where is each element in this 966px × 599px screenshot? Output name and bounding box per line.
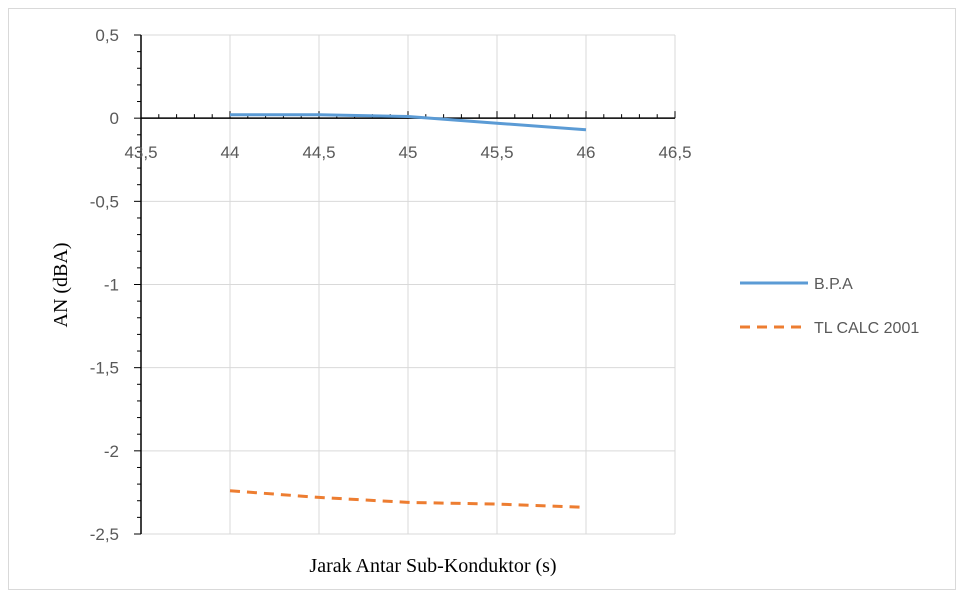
- y-tick-label: -1,5: [90, 359, 119, 378]
- x-tick-label: 45,5: [480, 143, 513, 162]
- series-layer: [229, 113, 587, 509]
- grid-layer: [140, 34, 676, 535]
- x-tick-label: 45: [399, 143, 418, 162]
- y-tick-label: -2: [104, 442, 119, 461]
- y-tick-label: 0,5: [95, 26, 119, 45]
- x-tick-label: 44: [221, 143, 240, 162]
- y-tick-label: 0: [110, 109, 119, 128]
- legend-label-tl-calc: TL CALC 2001: [814, 320, 919, 337]
- x-tick-label: 46,5: [658, 143, 691, 162]
- tick-labels: 0,5 0 -0,5 -1 -1,5 -2 -2,5 43,5 44 44,5 45 45,5 46 46…: [90, 26, 692, 544]
- legend-item-bpa: B.P.A: [740, 276, 853, 293]
- y-axis-title: AN (dBA): [50, 243, 72, 328]
- series-line-0: [230, 113, 587, 132]
- x-axis-title: Jarak Antar Sub-Konduktor (s): [309, 555, 556, 577]
- legend-item-tl-calc: TL CALC 2001: [740, 320, 919, 337]
- legend-label-bpa: B.P.A: [814, 276, 853, 293]
- axes-layer: [134, 34, 676, 535]
- y-tick-label: -2,5: [90, 525, 119, 544]
- y-tick-label: -1: [104, 276, 119, 295]
- series-line-1: [229, 489, 587, 509]
- y-tick-label: -0,5: [90, 192, 119, 211]
- x-tick-label: 43,5: [124, 143, 157, 162]
- x-tick-label: 44,5: [302, 143, 335, 162]
- chart-frame: [8, 8, 956, 590]
- legend: B.P.A TL CALC 2001: [740, 276, 919, 337]
- x-tick-label: 46: [577, 143, 596, 162]
